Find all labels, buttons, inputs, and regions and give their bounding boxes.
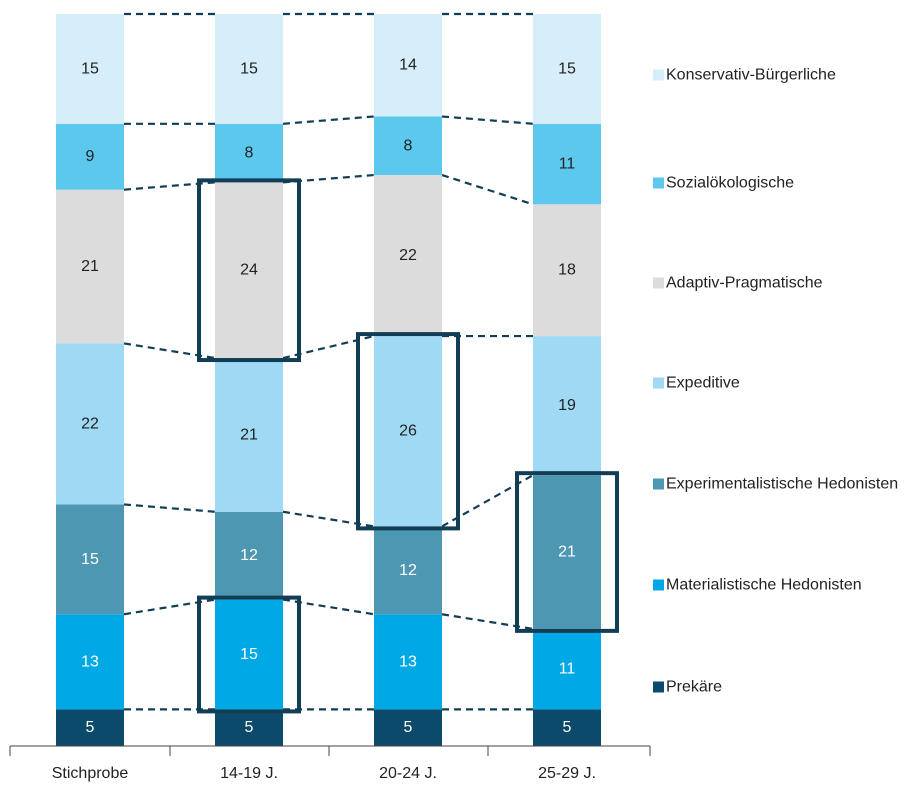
bar-segment [374,709,442,746]
legend-label: Experimentalistische Hedonisten [666,476,898,493]
legend-swatch [653,277,664,289]
bar-segment [56,614,124,710]
bar-segment [374,116,442,176]
legend-swatch [653,478,664,490]
connector-line [282,335,375,360]
highlight-frame [515,471,619,633]
connector-line [123,598,216,616]
bar-segment [56,343,124,505]
bar-segment [56,504,124,615]
connector-line [123,342,216,360]
x-axis: Stichprobe 14-19 J. 20-24 J. 25-29 J. [9,745,651,782]
highlight-frame [197,178,301,363]
data-label: 5 [563,719,572,736]
data-label: 22 [81,415,99,432]
data-label: 13 [81,653,99,670]
data-label: 19 [558,397,576,414]
legend-label: Prekäre [666,679,722,696]
data-label: 24 [240,262,258,279]
data-label: 21 [81,258,99,275]
x-tick-label: Stichprobe [52,765,129,782]
legend-swatch [653,681,664,693]
highlight-frame [197,595,301,714]
connector-line [441,115,534,125]
data-label: 8 [404,137,413,154]
data-label: 15 [81,60,99,77]
bar-segment [215,511,283,600]
bar-segment [215,599,283,710]
data-label: 11 [559,661,576,678]
highlight-frame [356,332,460,531]
data-label: 21 [558,544,576,561]
bar-segment [56,123,124,190]
bar-segment [215,358,283,512]
bar-segment [215,709,283,746]
data-label: 9 [86,148,95,165]
bar-segment [215,14,283,124]
bar-stacks: 5 13 15 22 21 9 15 5 15 12 21 24 8 15 5 13 12 26 22 8 14 5 11 2… [56,14,601,746]
bar-segment [533,475,601,629]
data-label: 15 [240,646,258,663]
legend-label: Konservativ-Bürgerliche [666,67,836,84]
data-label: 12 [240,547,258,564]
data-label: 13 [399,653,417,670]
data-label: 5 [404,719,413,736]
legend-label: Sozialökologische [666,175,794,192]
data-label: 5 [86,719,95,736]
connector-line [123,503,216,513]
bar-segment [533,123,601,205]
highlight-frames [197,178,619,714]
bar-segment [533,709,601,746]
bar-segment [56,14,124,124]
bar-segment [374,526,442,615]
data-label: 15 [240,60,258,77]
connector-line [441,474,534,528]
legend: Konservativ-Bürgerliche Sozialökologische… [653,67,898,696]
connector-line [282,598,375,616]
bar-segment [56,189,124,344]
connector-line [123,181,216,191]
bar-segment [374,614,442,710]
legend-label: Materialistische Hedonisten [666,577,862,594]
data-label: 12 [399,562,417,579]
connector-line [282,510,375,528]
connector-line [441,173,534,206]
data-label: 18 [558,262,576,279]
legend-swatch [653,69,664,81]
x-tick-label: 25-29 J. [538,765,596,782]
data-label: 26 [399,423,417,440]
bar-segment [215,182,283,359]
bar-segment [533,628,601,710]
connector-line [282,115,375,125]
data-label: 15 [81,551,99,568]
data-label: 15 [558,60,576,77]
data-label: 21 [240,426,258,443]
bar-segment [374,175,442,337]
bar-segment [215,123,283,183]
data-label: 22 [399,247,417,264]
legend-label: Adaptiv-Pragmatische [666,275,823,292]
data-label: 5 [245,719,254,736]
legend-swatch [653,177,664,189]
bar-segment [533,336,601,476]
legend-swatch [653,377,664,389]
bar-segment [374,14,442,117]
legend-swatch [653,579,664,591]
data-label: 8 [245,145,254,162]
legend-label: Expeditive [666,375,740,392]
x-tick-label: 14-19 J. [220,765,278,782]
data-label: 11 [559,156,576,173]
bar-segment [533,204,601,337]
bar-segment [56,709,124,746]
x-tick-label: 20-24 J. [379,765,437,782]
data-label: 14 [399,57,417,74]
connector-lines [123,12,534,711]
bar-segment [374,336,442,527]
bar-segment [533,14,601,124]
connector-line [441,613,534,630]
